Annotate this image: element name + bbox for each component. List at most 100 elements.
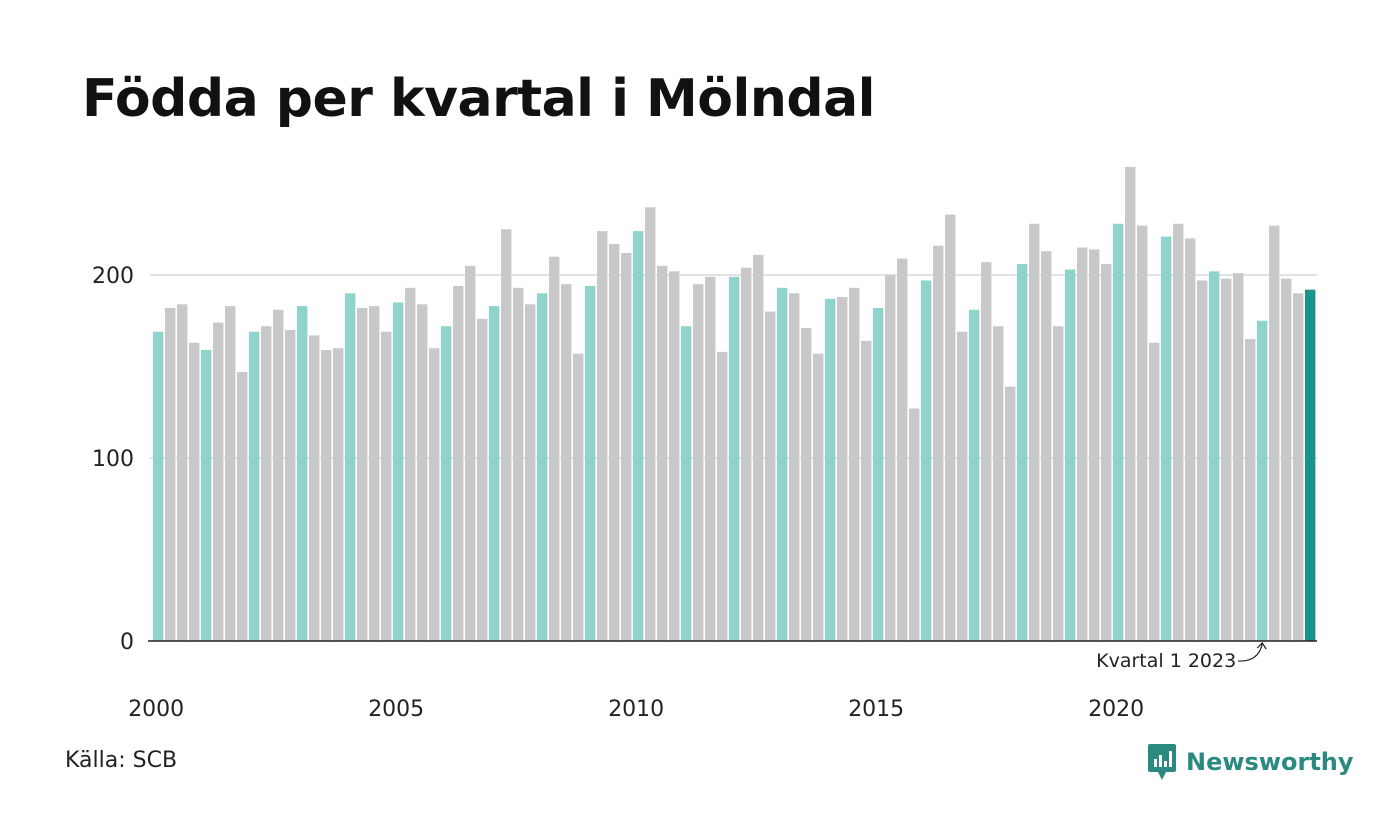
bar-2010-q4: [669, 271, 680, 641]
bar-2017-q3: [993, 326, 1004, 641]
bar-2022-q2: [1221, 278, 1232, 641]
bar-2020-q2: [1125, 167, 1136, 641]
bar-2002-q1: [249, 331, 260, 641]
y-tick-label: 200: [92, 264, 134, 289]
bar-2009-q2: [597, 231, 608, 641]
annotation: Kvartal 1 2023: [1096, 642, 1267, 672]
bar-2019-q3: [1089, 249, 1100, 641]
bar-2002-q2: [261, 326, 272, 641]
bar-2007-q1: [489, 306, 500, 641]
bar-2003-q2: [309, 335, 320, 641]
bar-2015-q2: [885, 275, 896, 641]
x-tick-label: 2005: [368, 697, 424, 722]
bar-2023-q2: [1269, 225, 1280, 641]
bar-2012-q3: [753, 254, 764, 641]
bar-2006-q2: [453, 285, 464, 641]
bar-2009-q4: [621, 253, 632, 642]
bar-2017-q1: [969, 309, 980, 641]
bar-2020-q1: [1113, 223, 1124, 641]
bar-2000-q2: [165, 307, 176, 641]
bar-2001-q3: [225, 306, 236, 641]
bar-2023-q1: [1257, 320, 1268, 641]
bar-2010-q1: [633, 231, 644, 641]
chart-title: Födda per kvartal i Mölndal: [82, 69, 875, 129]
newsworthy-logo-icon: [1148, 744, 1176, 780]
bar-2005-q2: [405, 287, 416, 641]
bar-2001-q1: [201, 350, 212, 641]
bar-2018-q3: [1041, 251, 1052, 641]
annotation-label: Kvartal 1 2023: [1096, 650, 1236, 672]
bar-2011-q1: [681, 326, 692, 641]
bars: [153, 167, 1316, 642]
bar-2018-q1: [1017, 264, 1028, 641]
x-tick-label: 2015: [848, 697, 904, 722]
bar-2018-q4: [1053, 326, 1064, 641]
bar-2013-q2: [789, 293, 800, 641]
bar-2003-q3: [321, 350, 332, 641]
bar-2021-q3: [1185, 238, 1196, 641]
bar-2000-q3: [177, 304, 188, 641]
y-axis-tick-labels: 0 100 200: [92, 264, 134, 655]
bar-2023-q4: [1293, 293, 1304, 641]
bar-2014-q3: [849, 287, 860, 641]
bar-2004-q2: [357, 307, 368, 641]
bar-2001-q4: [237, 371, 248, 641]
bar-2020-q3: [1137, 225, 1148, 641]
bar-2004-q1: [345, 293, 356, 641]
bar-2021-q4: [1197, 280, 1208, 641]
bar-2019-q1: [1065, 269, 1076, 641]
bar-2016-q4: [957, 331, 968, 641]
x-axis-tick-labels: 2000 2005 2010 2015 2020: [128, 697, 1144, 722]
bar-2012-q2: [741, 267, 752, 641]
bar-2019-q4: [1101, 264, 1112, 641]
bar-2011-q3: [705, 276, 716, 641]
bar-2005-q4: [429, 348, 440, 641]
bar-2006-q1: [441, 326, 452, 641]
bar-2024-q1: [1305, 289, 1316, 641]
bar-2016-q3: [945, 214, 956, 642]
bar-2021-q2: [1173, 223, 1184, 641]
source-label: Källa: SCB: [65, 748, 178, 773]
x-tick-label: 2020: [1088, 697, 1144, 722]
bar-2004-q3: [369, 306, 380, 641]
bar-2011-q4: [717, 351, 728, 641]
bar-2006-q4: [477, 318, 488, 641]
bar-2006-q3: [465, 265, 476, 641]
bar-2003-q1: [297, 306, 308, 641]
bar-2008-q3: [561, 284, 572, 641]
brand: Newsworthy: [1148, 744, 1354, 780]
bar-2007-q3: [513, 287, 524, 641]
bar-2022-q3: [1233, 273, 1244, 641]
bar-2013-q1: [777, 287, 788, 641]
x-tick-label: 2010: [608, 697, 664, 722]
bar-2005-q3: [417, 304, 428, 641]
bar-2012-q1: [729, 276, 740, 641]
bar-2004-q4: [381, 331, 392, 641]
bar-2008-q1: [537, 293, 548, 641]
bar-2008-q2: [549, 256, 560, 641]
bar-2007-q4: [525, 304, 536, 641]
bar-2000-q1: [153, 331, 164, 641]
brand-name: Newsworthy: [1186, 748, 1354, 776]
bar-2013-q4: [813, 353, 824, 641]
bar-2009-q1: [585, 285, 596, 641]
bar-2014-q1: [825, 298, 836, 641]
bar-2011-q2: [693, 284, 704, 641]
bar-2007-q2: [501, 229, 512, 641]
bar-2001-q2: [213, 322, 224, 641]
bar-2010-q2: [645, 207, 656, 642]
bar-2014-q2: [837, 296, 848, 641]
bar-2009-q3: [609, 243, 620, 641]
bar-2013-q3: [801, 328, 812, 641]
bar-2014-q4: [861, 340, 872, 641]
bar-2016-q2: [933, 245, 944, 641]
bar-2015-q1: [873, 307, 884, 641]
bar-2023-q3: [1281, 278, 1292, 641]
bar-2016-q1: [921, 280, 932, 641]
bar-2022-q1: [1209, 271, 1220, 641]
bar-2008-q4: [573, 353, 584, 641]
bar-2015-q3: [897, 258, 908, 641]
bar-2005-q1: [393, 302, 404, 641]
bar-2002-q3: [273, 309, 284, 641]
